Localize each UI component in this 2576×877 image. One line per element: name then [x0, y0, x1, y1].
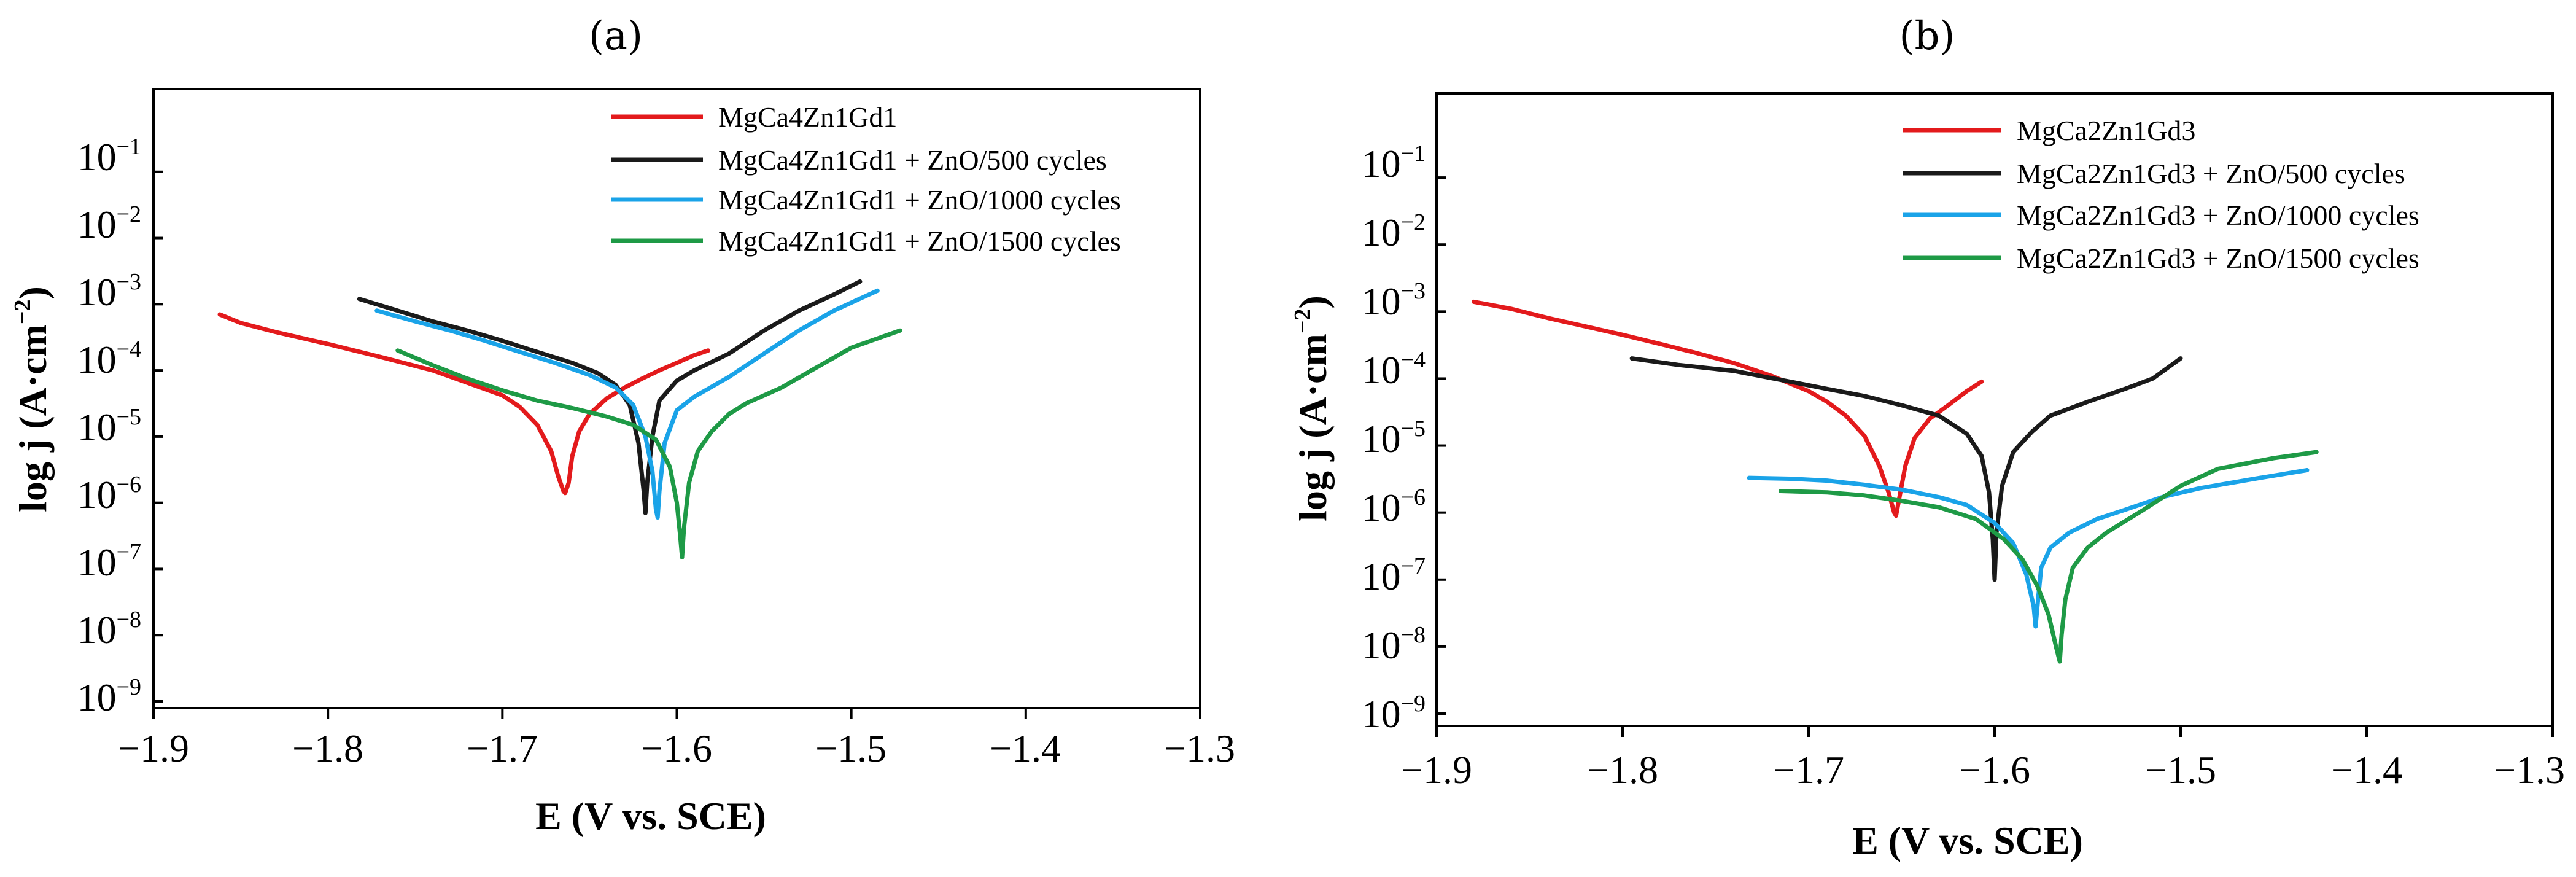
y-tick-label: 10−4	[1362, 347, 1426, 392]
legend-label: MgCa4Zn1Gd1	[718, 101, 897, 133]
x-tick-label: −1.4	[990, 727, 1061, 770]
legend-item: MgCa4Zn1Gd1 + ZnO/1500 cycles	[611, 225, 1121, 257]
series-line	[395, 328, 902, 559]
panel-a-series	[217, 279, 902, 559]
legend-label: MgCa4Zn1Gd1 + ZnO/1500 cycles	[718, 225, 1121, 257]
series-line	[1629, 356, 2183, 582]
x-tick-label: −1.4	[2331, 748, 2402, 792]
panel-a-plot-frame	[152, 88, 1201, 709]
legend-item: MgCa2Zn1Gd3	[1903, 115, 2195, 146]
panel-b-x-tick-labels: −1.9 −1.8 −1.7 −1.6 −1.5 −1.4 −1.3	[1401, 748, 2565, 792]
x-tick-label: −1.8	[1587, 748, 1658, 792]
y-tick-label: 10−5	[77, 404, 141, 449]
y-tick-label: 10−6	[1362, 485, 1426, 529]
y-tick-label: 10−7	[77, 539, 141, 584]
y-tick-label: 10−5	[1362, 416, 1426, 461]
x-tick-label: −1.6	[641, 727, 712, 770]
x-tick-label: −1.5	[815, 727, 886, 770]
legend-item: MgCa4Zn1Gd1 + ZnO/500 cycles	[611, 144, 1107, 176]
series-line	[357, 279, 863, 515]
y-tick-label: 10−7	[1362, 553, 1426, 598]
y-tick-label: 10−9	[1362, 691, 1426, 736]
panel-b: (b) −1.9 −1.8 −1.7 −1.6 −1.5 −1.4 −1.3 1…	[1290, 14, 2565, 862]
panel-a-x-tick-labels: −1.9 −1.8 −1.7 −1.6 −1.5 −1.4 −1.3	[118, 727, 1235, 770]
panel-b-legend: MgCa2Zn1Gd3 MgCa2Zn1Gd3 + ZnO/500 cycles…	[1903, 115, 2419, 274]
legend-label: MgCa4Zn1Gd1 + ZnO/1000 cycles	[718, 184, 1121, 216]
legend-label: MgCa2Zn1Gd3 + ZnO/500 cycles	[2017, 158, 2405, 189]
series-line	[1779, 450, 2319, 664]
y-tick-label: 10−1	[77, 134, 141, 179]
y-tick-label: 10−8	[1362, 622, 1426, 667]
panel-a-x-axis-title: E (V vs. SCE)	[535, 794, 766, 838]
legend-label: MgCa2Zn1Gd3 + ZnO/1000 cycles	[2017, 200, 2419, 231]
x-tick-label: −1.5	[2145, 748, 2216, 792]
panel-a-y-axis-title: log j (A·cm−2)	[10, 286, 55, 512]
x-tick-label: −1.6	[1959, 748, 2030, 792]
panel-b-y-tick-labels: 10−1 10−2 10−3 10−4 10−5 10−6 10−7 10−8 …	[1362, 141, 1426, 736]
y-tick-label: 10−3	[1362, 278, 1426, 323]
panel-a-y-tick-labels: 10−1 10−2 10−3 10−4 10−5 10−6 10−7 10−8 …	[77, 134, 141, 719]
legend-item: MgCa4Zn1Gd1	[611, 101, 897, 133]
y-tick-label: 10−2	[1362, 209, 1426, 254]
x-tick-label: −1.3	[2494, 748, 2565, 792]
series-line	[1747, 468, 2310, 629]
y-tick-label: 10−3	[77, 269, 141, 314]
legend-label: MgCa2Zn1Gd3	[2017, 115, 2195, 146]
x-tick-label: −1.7	[1773, 748, 1844, 792]
legend-label: MgCa2Zn1Gd3 + ZnO/1500 cycles	[2017, 243, 2419, 274]
legend-label: MgCa4Zn1Gd1 + ZnO/500 cycles	[718, 144, 1107, 176]
series-line	[1472, 299, 1984, 518]
panel-b-series	[1472, 299, 2319, 664]
series-line	[217, 312, 711, 496]
x-tick-label: −1.9	[1401, 748, 1472, 792]
x-tick-label: −1.8	[292, 727, 363, 770]
y-tick-label: 10−4	[77, 337, 141, 381]
panel-a: (a) −1.9 −1.8 −1.7 −1.6 −1.5 −1.4 −1.3 1…	[10, 14, 1235, 838]
x-tick-label: −1.7	[467, 727, 538, 770]
y-tick-label: 10−2	[77, 201, 141, 246]
legend-item: MgCa4Zn1Gd1 + ZnO/1000 cycles	[611, 184, 1121, 216]
x-tick-label: −1.9	[118, 727, 189, 770]
legend-item: MgCa2Zn1Gd3 + ZnO/1500 cycles	[1903, 243, 2419, 274]
legend-item: MgCa2Zn1Gd3 + ZnO/500 cycles	[1903, 158, 2405, 189]
legend-item: MgCa2Zn1Gd3 + ZnO/1000 cycles	[1903, 200, 2419, 231]
y-tick-label: 10−9	[77, 674, 141, 719]
panel-b-ticks	[1435, 176, 2554, 737]
y-tick-label: 10−1	[1362, 141, 1426, 185]
panel-a-label: (a)	[589, 14, 643, 59]
series-line	[374, 288, 880, 520]
x-tick-label: −1.3	[1164, 727, 1235, 770]
y-tick-label: 10−6	[77, 472, 141, 516]
y-tick-label: 10−8	[77, 607, 141, 652]
panel-b-label: (b)	[1899, 14, 1955, 59]
panel-b-x-axis-title: E (V vs. SCE)	[1852, 819, 2083, 862]
panel-a-ticks	[152, 170, 1201, 719]
panel-b-y-axis-title: log j (A·cm−2)	[1290, 295, 1335, 521]
panel-a-legend: MgCa4Zn1Gd1 MgCa4Zn1Gd1 + ZnO/500 cycles…	[611, 101, 1121, 257]
